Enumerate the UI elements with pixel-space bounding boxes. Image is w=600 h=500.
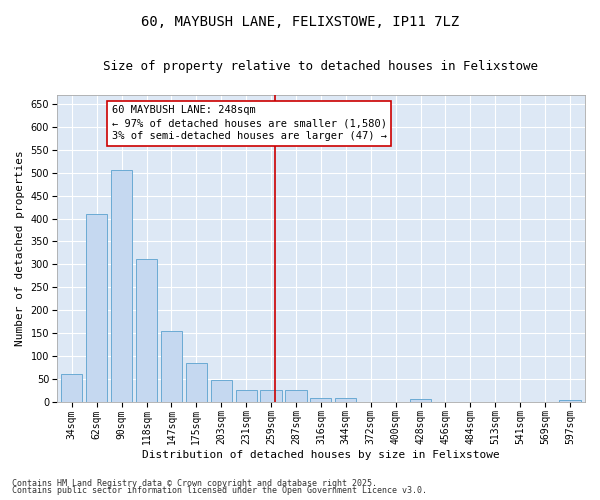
Text: Contains public sector information licensed under the Open Government Licence v3: Contains public sector information licen… <box>12 486 427 495</box>
Bar <box>410 400 431 402</box>
Y-axis label: Number of detached properties: Number of detached properties <box>15 150 25 346</box>
Bar <box>86 214 107 402</box>
Bar <box>61 374 82 402</box>
Title: Size of property relative to detached houses in Felixstowe: Size of property relative to detached ho… <box>103 60 538 73</box>
Bar <box>211 380 232 402</box>
X-axis label: Distribution of detached houses by size in Felixstowe: Distribution of detached houses by size … <box>142 450 500 460</box>
Text: 60 MAYBUSH LANE: 248sqm
← 97% of detached houses are smaller (1,580)
3% of semi-: 60 MAYBUSH LANE: 248sqm ← 97% of detache… <box>112 105 386 142</box>
Bar <box>260 390 281 402</box>
Bar <box>310 398 331 402</box>
Bar <box>335 398 356 402</box>
Bar <box>111 170 132 402</box>
Bar <box>186 362 207 402</box>
Bar <box>161 330 182 402</box>
Bar <box>286 390 307 402</box>
Text: Contains HM Land Registry data © Crown copyright and database right 2025.: Contains HM Land Registry data © Crown c… <box>12 478 377 488</box>
Bar <box>136 259 157 402</box>
Bar <box>559 400 581 402</box>
Bar <box>236 390 257 402</box>
Text: 60, MAYBUSH LANE, FELIXSTOWE, IP11 7LZ: 60, MAYBUSH LANE, FELIXSTOWE, IP11 7LZ <box>141 15 459 29</box>
